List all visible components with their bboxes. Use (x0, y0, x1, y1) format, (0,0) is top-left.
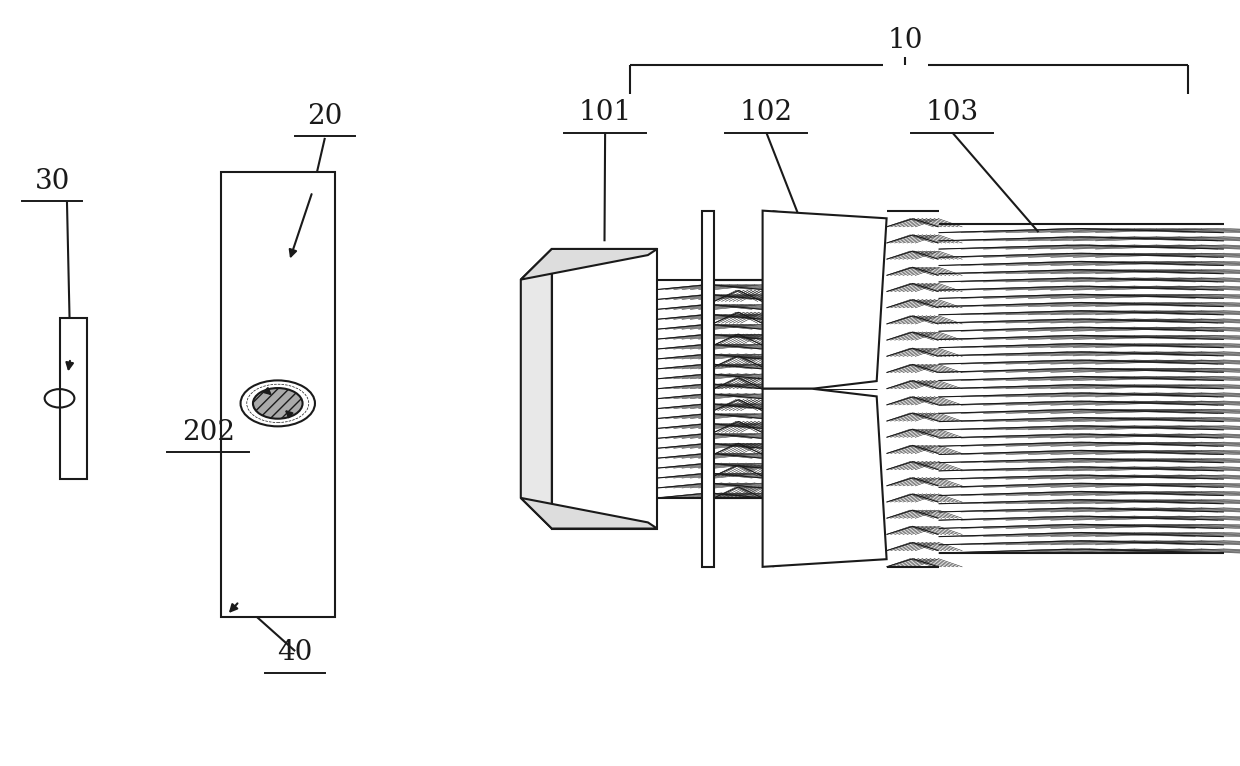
Text: 10: 10 (888, 27, 923, 54)
Text: 40: 40 (278, 640, 312, 666)
Polygon shape (521, 249, 657, 280)
Text: 20: 20 (308, 103, 342, 130)
Text: 30: 30 (35, 169, 69, 195)
Bar (60, 318, 87, 479)
Polygon shape (763, 211, 887, 389)
Bar (702, 211, 714, 567)
Text: 101: 101 (579, 100, 631, 126)
Text: 103: 103 (926, 100, 978, 126)
Polygon shape (763, 389, 887, 567)
Text: 102: 102 (740, 100, 792, 126)
Circle shape (253, 388, 303, 419)
Text: 202: 202 (182, 419, 234, 446)
Polygon shape (521, 249, 552, 529)
Bar (221, 172, 335, 617)
Polygon shape (521, 498, 657, 529)
Bar (552, 249, 657, 529)
